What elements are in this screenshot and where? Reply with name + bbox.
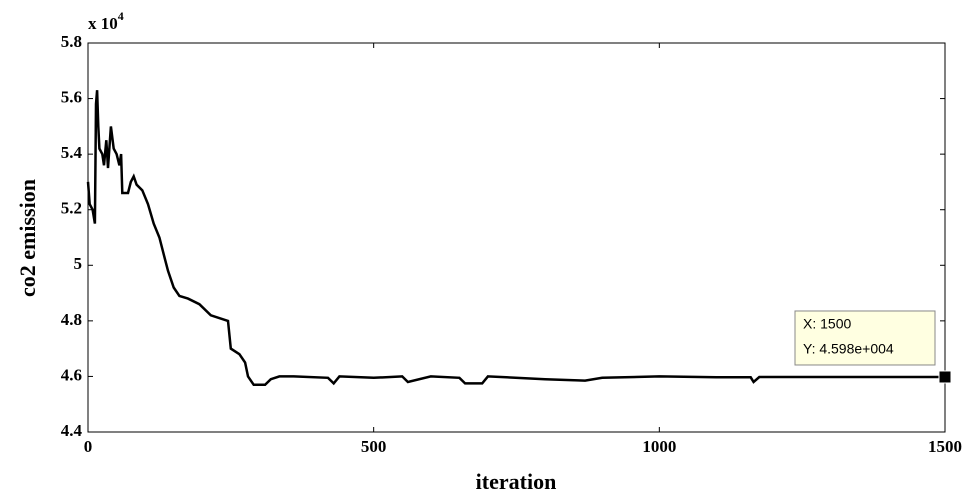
datatip-x: X: 1500 <box>803 316 851 332</box>
y-tick-label: 4.8 <box>61 310 82 329</box>
datatip-marker <box>938 370 952 384</box>
datatip-box <box>794 310 936 366</box>
plot-area <box>87 42 946 433</box>
y-axis-label: co2 emission <box>15 179 40 297</box>
datatip-y: Y: 4.598e+004 <box>803 341 894 357</box>
x-tick-label: 1500 <box>928 437 962 456</box>
x-tick-label: 500 <box>361 437 387 456</box>
y-tick-label: 5 <box>74 254 83 273</box>
multiplier-base: x 10 <box>88 14 118 33</box>
y-tick-label: 5.2 <box>61 199 82 218</box>
multiplier-exponent: 4 <box>118 9 124 23</box>
y-tick-label: 5.4 <box>61 143 83 162</box>
y-tick-label: 4.4 <box>61 421 83 440</box>
y-tick-label: 5.6 <box>61 87 82 106</box>
data-line <box>86 90 945 387</box>
y-multiplier: x 104 <box>88 9 124 33</box>
y-tick-label: 4.6 <box>61 365 82 384</box>
x-tick-label: 1000 <box>642 437 676 456</box>
y-tick-label: 5.8 <box>61 32 82 51</box>
x-axis-label: iteration <box>476 469 557 494</box>
x-tick-label: 0 <box>84 437 93 456</box>
